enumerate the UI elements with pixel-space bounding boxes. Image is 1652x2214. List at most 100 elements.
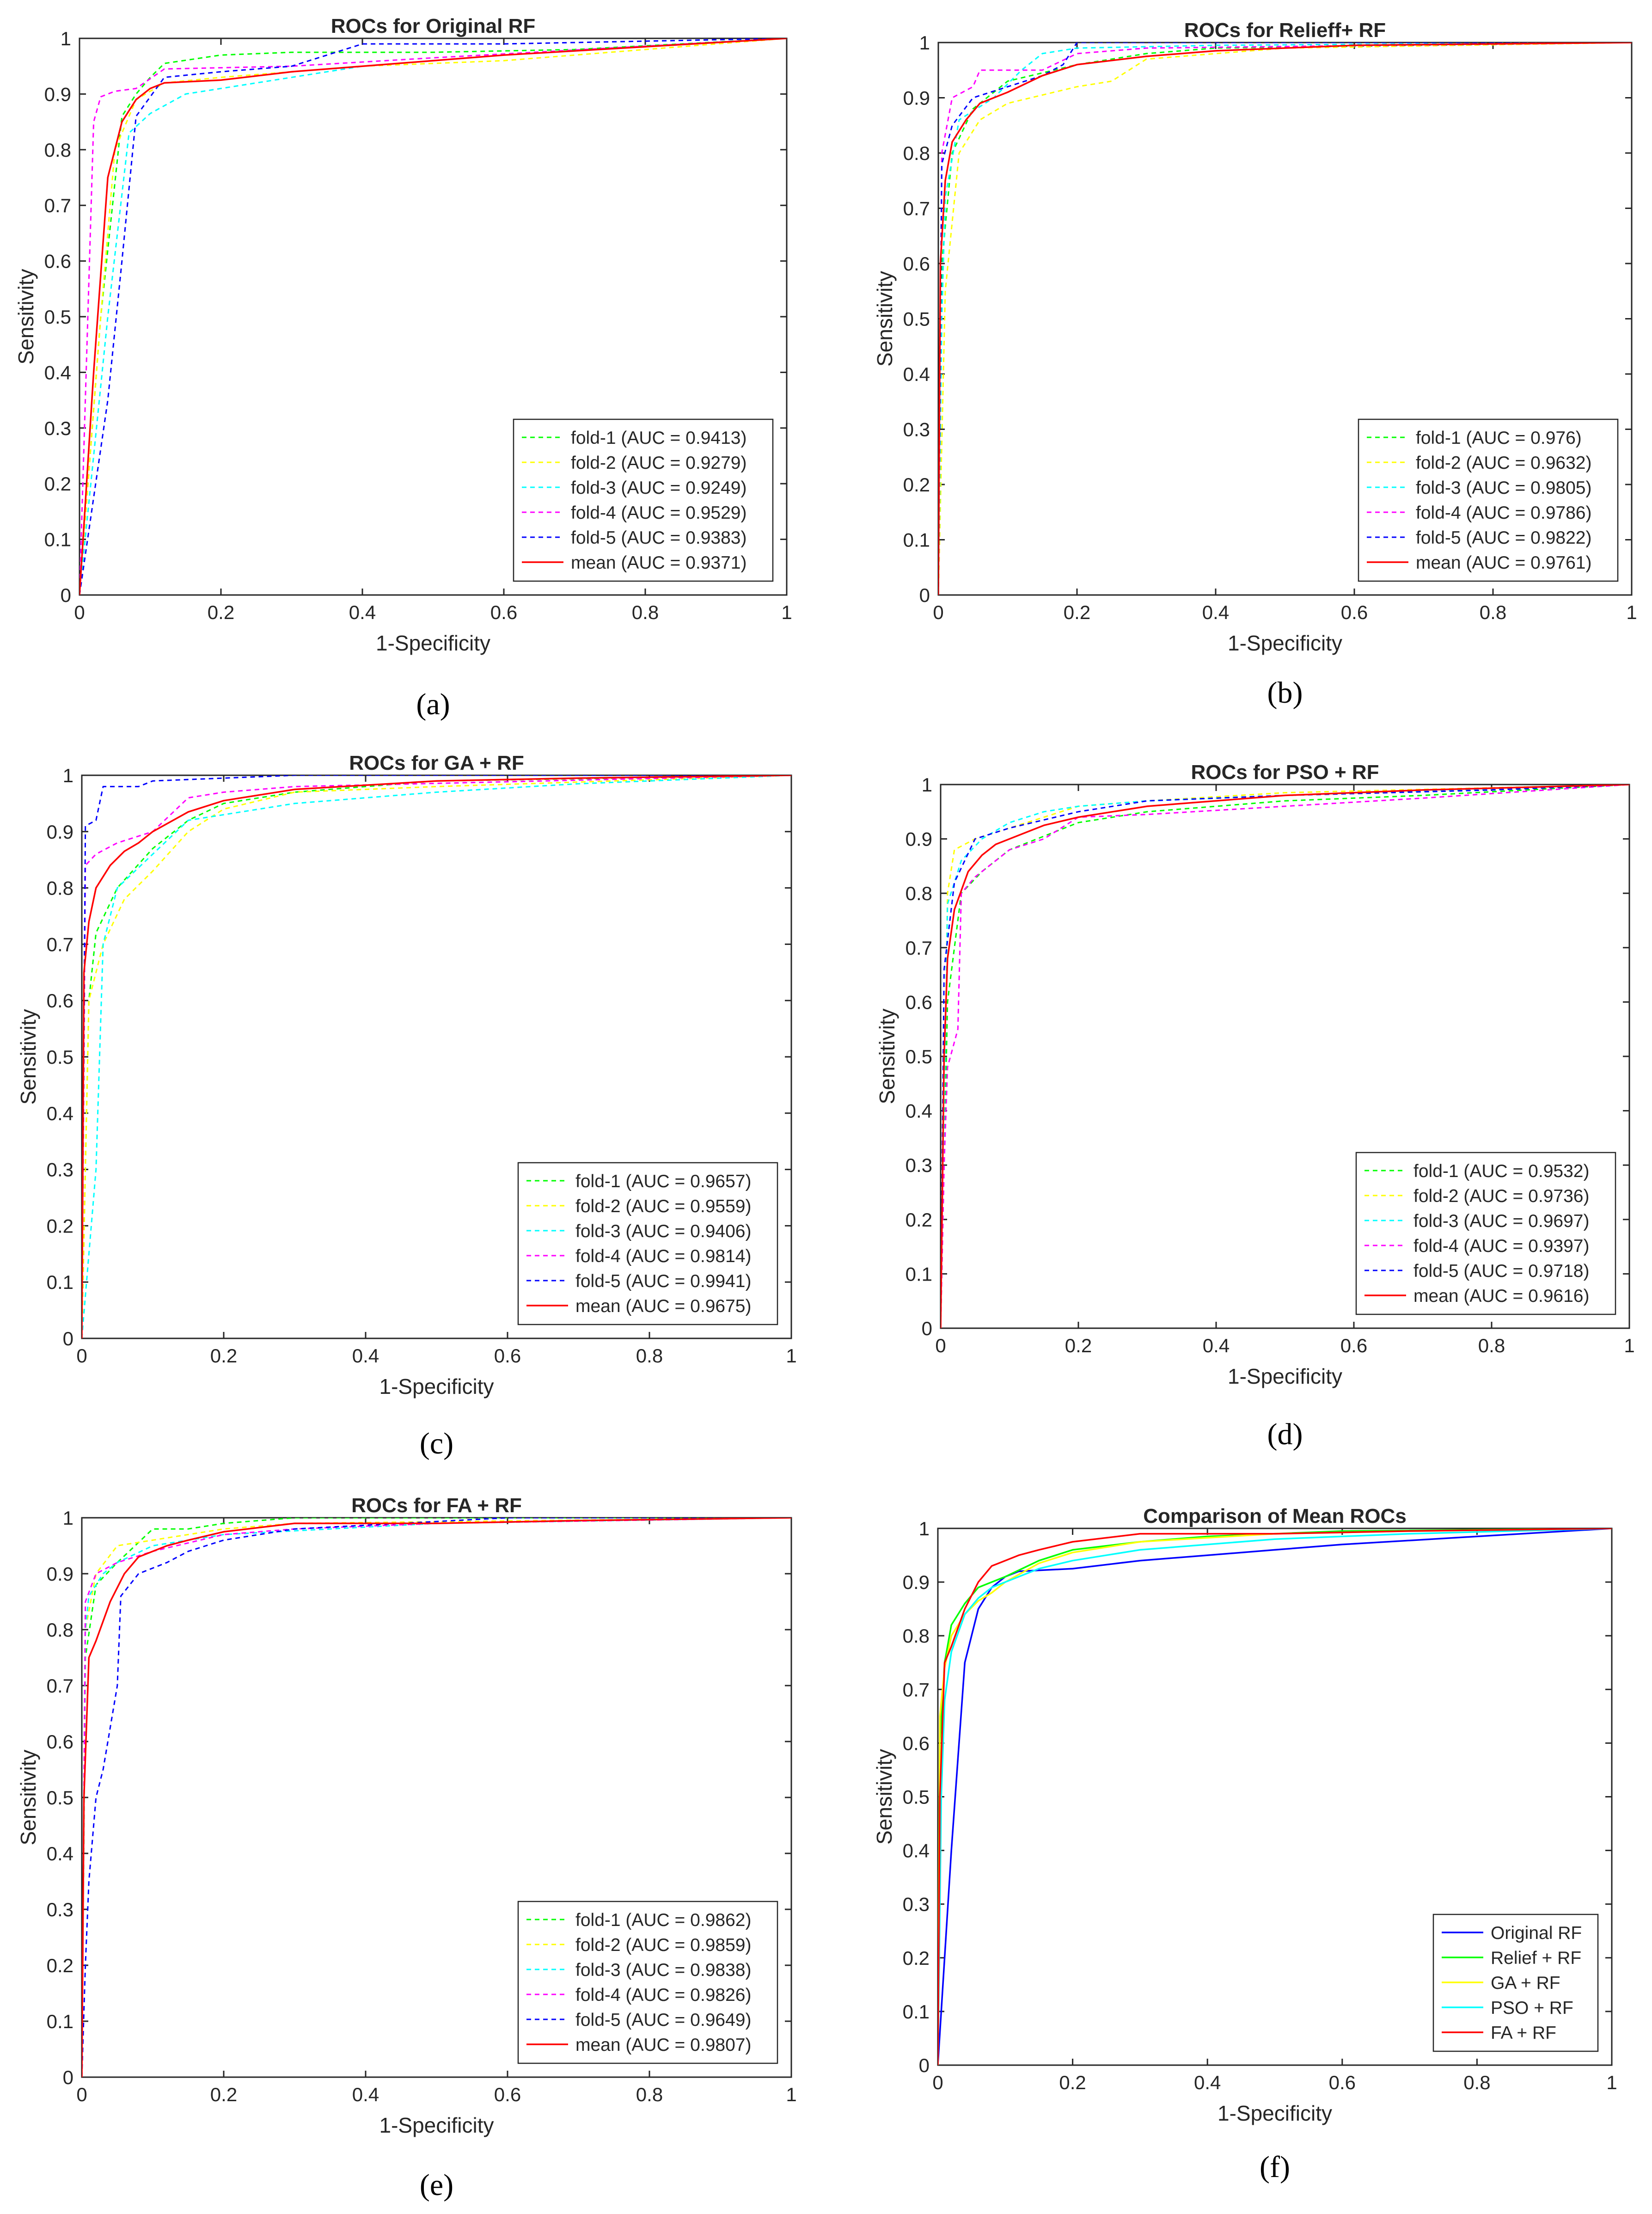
y-axis-label: Sensitivity [873,271,897,367]
x-tick-label: 0.2 [1059,2072,1086,2093]
y-tick-label: 0.8 [903,142,930,164]
series-line-5 [82,1518,791,2077]
y-tick-label: 0 [63,1328,73,1349]
y-tick-label: 0.9 [47,821,73,843]
y-tick-label: 0.8 [906,883,932,904]
series-line-6 [80,38,787,595]
x-axis-label: 1-Specificity [1228,1364,1342,1388]
legend: fold-1 (AUC = 0.9413) fold-2 (AUC = 0.927… [513,418,774,582]
x-tick-label: 0 [935,1335,946,1356]
legend-entry: fold-1 (AUC = 0.9657) [575,1171,751,1191]
series-line-5 [80,38,787,595]
y-tick-label: 0.5 [903,308,930,330]
y-tick-label: 0.9 [47,1563,73,1585]
series-group [938,1528,1612,2065]
y-tick-label: 0.8 [47,877,73,899]
y-tick-label: 0.3 [906,1154,932,1176]
legend-entry: fold-4 (AUC = 0.9814) [575,1246,751,1266]
legend: fold-1 (AUC = 0.9532) fold-2 (AUC = 0.973… [1355,1152,1616,1315]
x-tick-label: 0.8 [636,2084,663,2105]
legend-entry: fold-4 (AUC = 0.9826) [575,1985,751,2005]
chart-title: ROCs for PSO + RF [1191,761,1379,784]
chart-title: ROCs for FA + RF [351,1494,522,1517]
legend-entry: fold-4 (AUC = 0.9529) [571,503,746,523]
series-line-1 [82,1518,791,2077]
x-tick-label: 0.2 [1064,601,1090,623]
y-tick-label: 1 [919,32,930,54]
x-tick-label: 0.6 [494,1345,521,1367]
y-tick-label: 0.4 [903,1840,930,1862]
series-line-3 [82,775,791,1338]
x-tick-label: 0.6 [490,601,517,623]
x-tick-label: 0.6 [1341,601,1368,623]
series-line-4 [80,38,787,595]
legend-entry: fold-4 (AUC = 0.9786) [1416,503,1591,523]
x-tick-label: 1 [1606,2072,1617,2093]
series-group [82,1518,791,2077]
series-line-6 [941,785,1629,1328]
y-tick-label: 0.1 [44,529,71,551]
x-tick-label: 0.2 [1065,1335,1092,1356]
x-tick-label: 0.8 [632,601,659,623]
y-tick-label: 0.2 [903,1947,930,1969]
x-tick-label: 0.8 [1463,2072,1490,2093]
y-tick-label: 0.2 [903,474,930,496]
series-line-5 [941,785,1629,1328]
x-tick-label: 0 [76,1345,87,1367]
y-tick-label: 0.5 [44,306,71,328]
legend-entry: fold-5 (AUC = 0.9822) [1416,528,1591,548]
y-tick-label: 0 [63,2067,73,2088]
y-tick-label: 0.4 [44,362,71,383]
series-line-2 [941,785,1629,1328]
legend-entry: Original RF [1491,1923,1582,1943]
x-tick-label: 0.4 [1202,601,1229,623]
y-axis-label: Sensitivity [16,1009,40,1104]
panel-caption: (e) [420,2168,453,2202]
y-tick-label: 0.7 [903,198,930,220]
y-tick-label: 0.7 [44,195,71,216]
y-tick-label: 0.2 [906,1209,932,1231]
legend-entry: Relief + RF [1491,1948,1581,1968]
series-group [941,785,1629,1328]
y-tick-label: 0.4 [47,1103,73,1124]
x-tick-label: 0 [933,601,943,623]
legend-entry: mean (AUC = 0.9807) [575,2035,751,2055]
x-tick-label: 0.4 [1194,2072,1221,2093]
series-line-3 [938,43,1632,595]
series-line-2 [82,1518,791,2077]
x-tick-label: 0.6 [494,2084,521,2105]
y-tick-label: 0.4 [47,1843,73,1864]
legend-entry: fold-3 (AUC = 0.9697) [1413,1211,1589,1231]
y-tick-label: 0.9 [903,87,930,109]
y-tick-label: 0.7 [47,1675,73,1697]
series-line-3 [82,1518,791,2077]
x-tick-label: 0.2 [208,601,234,623]
y-tick-label: 0.9 [44,83,71,105]
roc-panel-c: ROCs for GA + RF 0 0.2 0.4 0.6 0.8 1 0 0.1 0.2 0.3… [16,752,797,1460]
y-tick-label: 0.1 [903,2001,930,2023]
legend-entry: fold-3 (AUC = 0.9838) [575,1960,751,1980]
legend-entry: fold-1 (AUC = 0.9532) [1413,1161,1589,1181]
roc-panel-d: ROCs for PSO + RF 0 0.2 0.4 0.6 0.8 1 0 0.1 0.2 0.… [875,761,1635,1451]
panel-caption: (c) [420,1427,453,1460]
y-tick-label: 0.3 [903,419,930,441]
legend: fold-1 (AUC = 0.976) fold-2 (AUC = 0.9632… [1358,418,1619,582]
x-tick-label: 1 [781,601,792,623]
chart-title: ROCs for Original RF [331,15,535,37]
y-tick-label: 0.5 [903,1786,930,1808]
panel-caption: (b) [1267,676,1303,710]
x-axis-label: 1-Specificity [1228,631,1342,655]
legend-entry: GA + RF [1491,1973,1560,1993]
legend-box [1358,418,1619,582]
y-tick-label: 0.3 [47,1899,73,1920]
y-axis-label: Sensitivity [872,1749,896,1845]
y-tick-label: 0 [61,584,71,606]
x-axis-label: 1-Specificity [379,1374,494,1398]
legend-entry: fold-5 (AUC = 0.9383) [571,528,746,548]
legend-entry: fold-3 (AUC = 0.9406) [575,1221,751,1241]
legend-entry: mean (AUC = 0.9616) [1413,1286,1589,1306]
series-line-3 [941,785,1629,1328]
legend-entry: fold-5 (AUC = 0.9941) [575,1271,751,1291]
